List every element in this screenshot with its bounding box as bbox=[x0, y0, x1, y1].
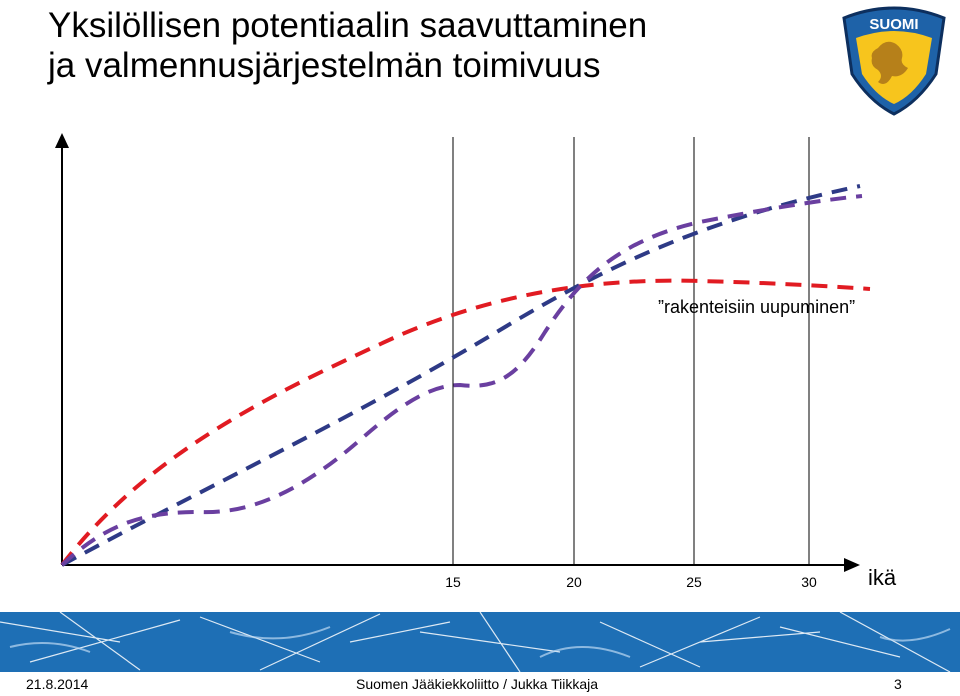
x-axis-arrow bbox=[844, 558, 860, 572]
x-tick-20: 20 bbox=[566, 574, 582, 590]
y-axis-arrow bbox=[55, 133, 69, 148]
title-line-1: Yksilöllisen potentiaalin saavuttaminen bbox=[48, 6, 648, 45]
x-tick-25: 25 bbox=[686, 574, 702, 590]
x-axis-label: ikä bbox=[868, 565, 897, 590]
annotation-exhaustion: ”rakenteisiin uupuminen” bbox=[658, 297, 855, 317]
ice-texture-band bbox=[0, 612, 960, 672]
footer-date: 21.8.2014 bbox=[26, 676, 89, 692]
logo-text: SUOMI bbox=[869, 16, 918, 33]
title-line-2: ja valmennusjärjestelmän toimivuus bbox=[48, 46, 601, 85]
footer-organization: Suomen Jääkiekkoliitto / Jukka Tiikkaja bbox=[356, 676, 598, 692]
slide-footer: 21.8.2014 Suomen Jääkiekkoliitto / Jukka… bbox=[0, 672, 960, 696]
x-tick-15: 15 bbox=[445, 574, 461, 590]
development-diagram: ”rakenteisiin uupuminen” 15 20 25 30 ikä bbox=[55, 133, 897, 590]
footer-page-number: 3 bbox=[894, 676, 902, 692]
curve-blue bbox=[61, 184, 861, 567]
x-tick-30: 30 bbox=[801, 574, 817, 590]
slide-title: Yksilöllisen potentiaalin saavuttaminen … bbox=[48, 6, 647, 86]
suomi-logo: SUOMI bbox=[842, 6, 946, 116]
curve-red bbox=[60, 278, 871, 567]
curve-purple bbox=[60, 194, 863, 567]
